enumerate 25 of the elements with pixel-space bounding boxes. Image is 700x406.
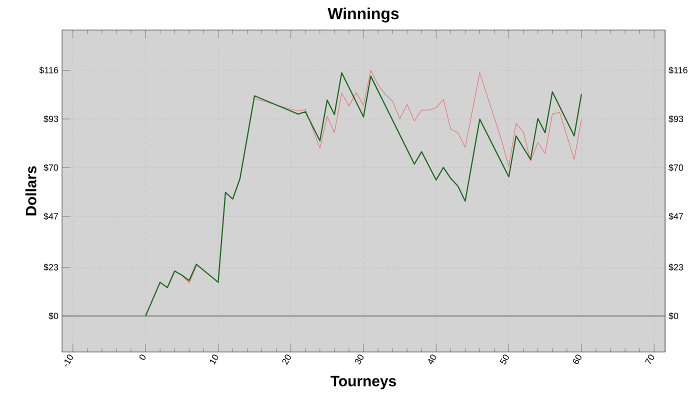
x-axis-title: Tourneys [330, 376, 396, 390]
y2-tick-label: $93 [668, 115, 684, 123]
x-tick-label: 30 [354, 354, 364, 364]
y-tick-label: $70 [44, 164, 58, 172]
y-axis-title: Dollars [25, 166, 36, 216]
y-tick-label: $47 [44, 212, 58, 220]
y2-tick-label: $70 [668, 164, 684, 172]
x-tick-label: 0 [139, 354, 146, 360]
y2-tick-label: $47 [668, 212, 684, 220]
y2-tick-label: $23 [668, 264, 684, 271]
y-tick-label: $93 [44, 115, 58, 123]
x-tick-label: 40 [428, 354, 436, 364]
y2-tick-label: $116 [668, 66, 688, 74]
y-tick-label: $116 [39, 66, 58, 74]
x-tick-label: -10 [64, 354, 73, 366]
x-tick-label: 60 [572, 354, 582, 364]
x-tick-label: 10 [210, 354, 218, 365]
x-tick-label: 70 [644, 354, 654, 364]
y-tick-label: $0 [48, 312, 58, 320]
y-tick-label: $23 [44, 264, 58, 271]
chart-title: Winnings [328, 8, 399, 22]
x-tick-label: 20 [282, 354, 291, 365]
y2-tick-label: $0 [668, 312, 678, 320]
x-tick-label: 50 [500, 354, 509, 364]
line-series [144, 72, 582, 317]
